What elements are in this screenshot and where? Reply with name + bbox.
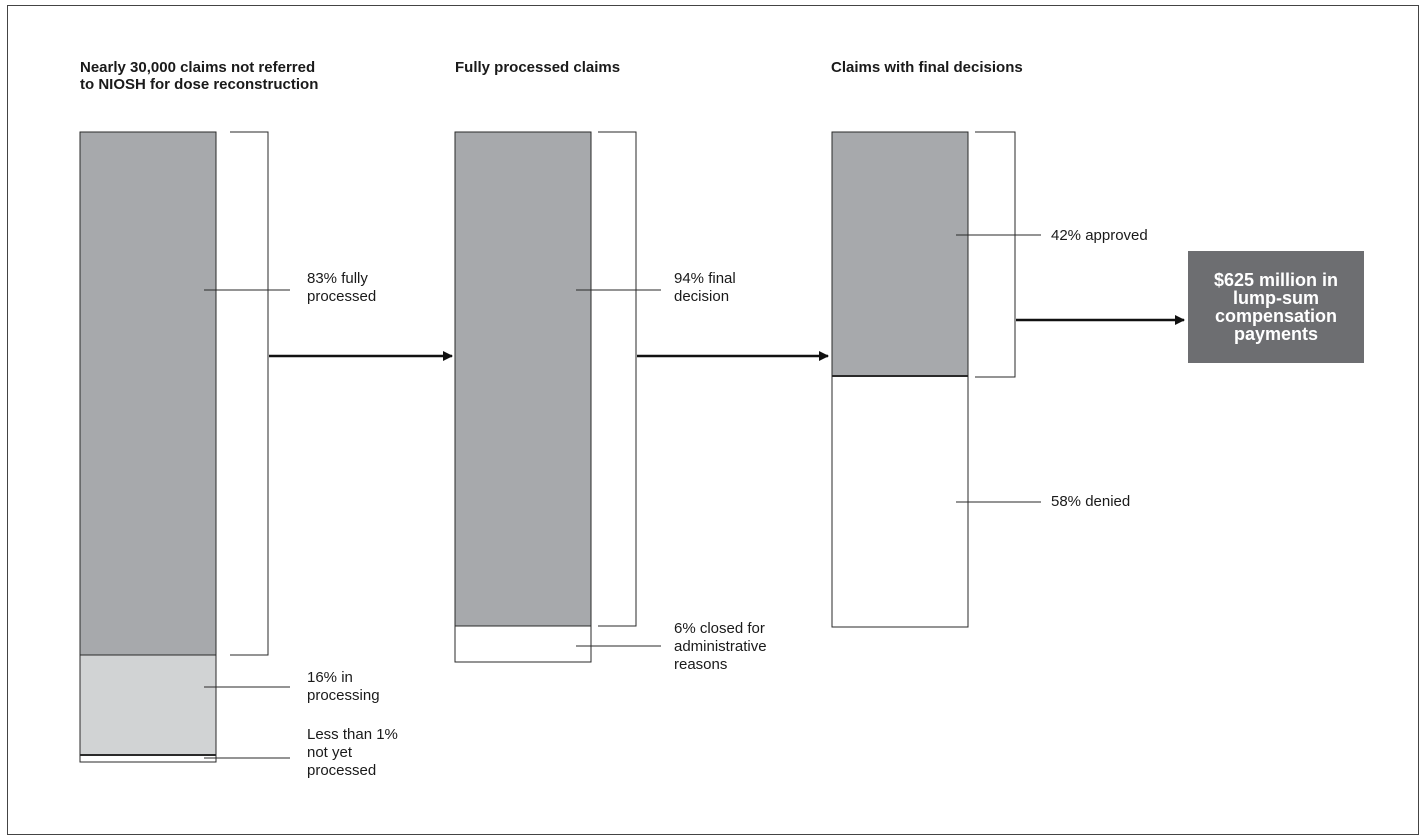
bar-segment-fully-processed bbox=[79, 131, 217, 656]
bracket-approved bbox=[975, 131, 1016, 378]
column-title-not-referred: Nearly 30,000 claims not referred to NIO… bbox=[80, 59, 319, 93]
label-approved: 42% approved bbox=[1051, 227, 1148, 244]
bar-segment-denied bbox=[831, 375, 969, 628]
flow-diagram bbox=[79, 131, 1185, 763]
label-in-processing: 16% in processing bbox=[307, 669, 380, 704]
label-fully-processed: 83% fully processed bbox=[307, 270, 377, 305]
column-title-final-decisions: Claims with final decisions bbox=[831, 59, 1023, 76]
bar-segment-in-processing bbox=[79, 654, 217, 756]
bar-segment-not-yet-processed bbox=[79, 754, 217, 763]
bar-segment-final-decision bbox=[454, 131, 592, 627]
bar-segment-closed-administrative bbox=[454, 625, 592, 663]
bar-segment-approved bbox=[831, 131, 969, 377]
label-final-decision: 94% final decision bbox=[674, 270, 736, 305]
label-not-yet-processed: Less than 1% not yet processed bbox=[307, 726, 398, 779]
bracket-final-decision bbox=[598, 131, 637, 627]
label-denied: 58% denied bbox=[1051, 493, 1131, 510]
label-closed-administrative: 6% closed for administrative reasons bbox=[674, 620, 767, 673]
column-title-fully-processed: Fully processed claims bbox=[455, 59, 621, 76]
bracket-fully-processed bbox=[230, 131, 269, 656]
outcome-callout: $625 million in lump-sum compensation pa… bbox=[1188, 251, 1364, 363]
